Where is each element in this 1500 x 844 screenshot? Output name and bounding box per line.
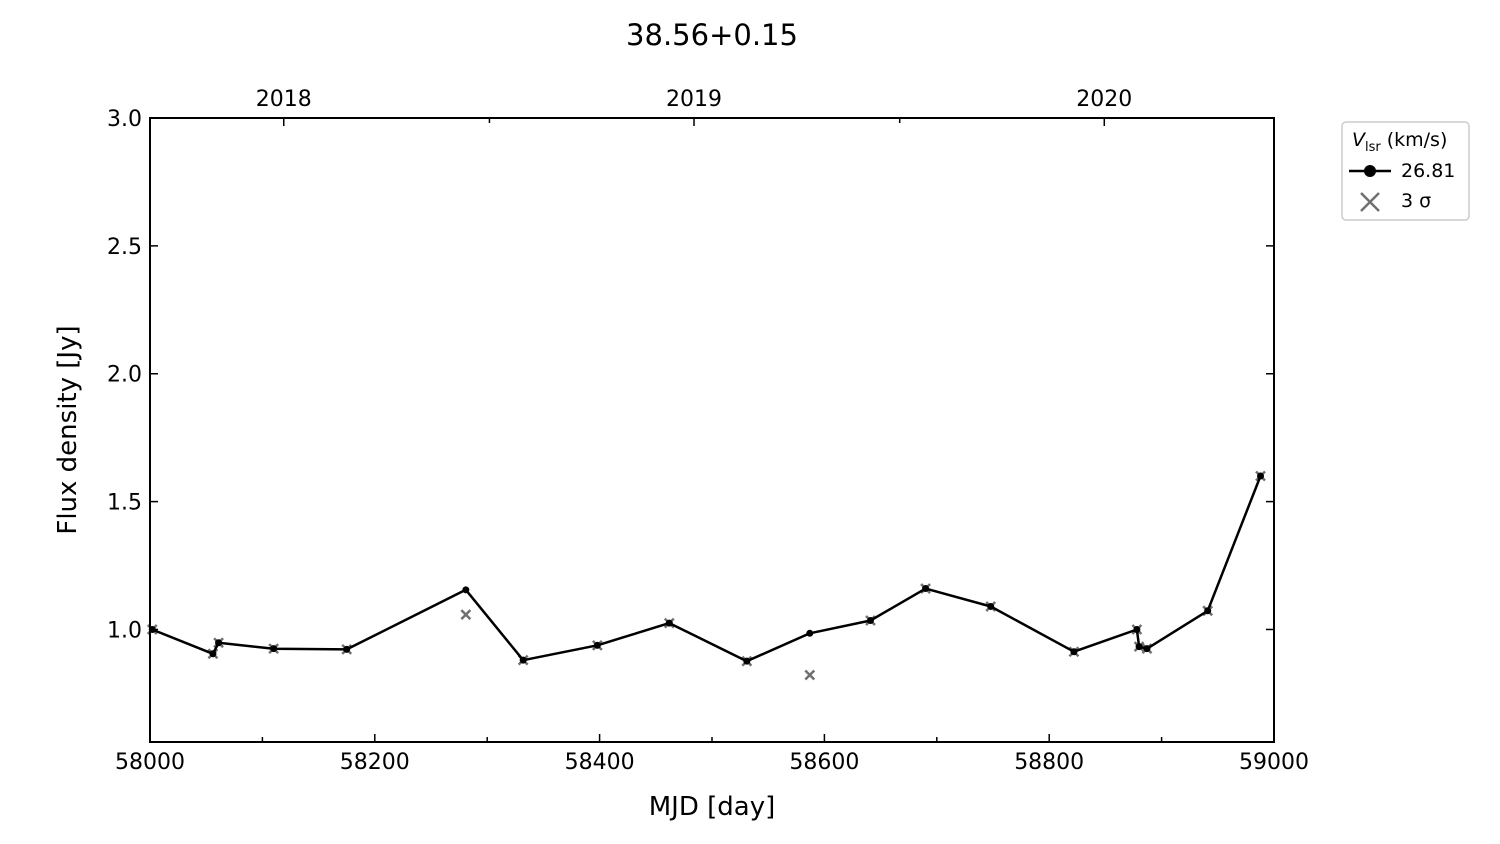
- sigma-x-marker: [460, 609, 472, 621]
- legend-entry-1-label: 26.81: [1401, 160, 1455, 182]
- x-tick-label: 59000: [1239, 750, 1309, 775]
- y-tick-label: 2.0: [107, 363, 142, 388]
- y-axis-label: Flux density [Jy]: [53, 325, 83, 534]
- plot-frame: [149, 117, 1275, 743]
- series-point: [462, 586, 470, 594]
- series-point: [1135, 643, 1143, 651]
- series-point: [1257, 472, 1265, 480]
- series-point: [987, 602, 995, 610]
- top-tick-label: 2020: [1076, 87, 1132, 112]
- top-tick-label: 2019: [666, 87, 722, 112]
- x-tick-label: 58400: [565, 750, 635, 775]
- legend-circle-marker: [1364, 165, 1376, 177]
- legend-title: Vlsr (km/s): [1352, 129, 1447, 155]
- x-tick-label: 58800: [1014, 750, 1084, 775]
- series-point: [743, 657, 751, 665]
- y-tick-label: 1.0: [107, 618, 142, 643]
- series-point: [343, 645, 351, 653]
- series-point: [1133, 625, 1141, 633]
- x-tick-label: 58200: [340, 750, 410, 775]
- chart-title: 38.56+0.15: [626, 18, 798, 52]
- y-tick-label: 3.0: [107, 107, 142, 132]
- plot-area: 58000 58200 58400 58600 58800 59000 1.0 1.5 2.0 2…: [107, 87, 1309, 775]
- series-point: [1204, 607, 1212, 615]
- top-tick-label: 2018: [256, 87, 312, 112]
- series-point: [209, 650, 217, 658]
- x-axis-label: MJD [day]: [649, 792, 776, 822]
- x-tick-label: 58000: [115, 750, 185, 775]
- legend-title-main: V: [1352, 129, 1367, 151]
- y-tick-label: 1.5: [107, 491, 142, 516]
- legend: Vlsr (km/s) 26.81 3 σ: [1341, 121, 1470, 221]
- legend-x-marker: [1360, 192, 1380, 212]
- series-point: [270, 645, 278, 653]
- series-point: [806, 629, 814, 637]
- series-point: [866, 617, 874, 625]
- series-point: [665, 619, 673, 627]
- series-point: [215, 639, 223, 647]
- y-tick-label: 2.5: [107, 235, 142, 260]
- series-point: [519, 656, 527, 664]
- series-line-26-81: [151, 475, 1262, 663]
- series-point: [593, 641, 601, 649]
- series-point: [1143, 645, 1151, 653]
- sigma-x-marker: [804, 669, 816, 681]
- legend-frame: [1341, 121, 1470, 221]
- series-point: [922, 585, 930, 593]
- series-point: [1070, 648, 1078, 656]
- legend-entry-2-label: 3 σ: [1401, 190, 1431, 212]
- legend-title-sub: lsr: [1365, 140, 1381, 155]
- legend-title-unit: (km/s): [1387, 129, 1448, 151]
- x-tick-label: 58600: [789, 750, 859, 775]
